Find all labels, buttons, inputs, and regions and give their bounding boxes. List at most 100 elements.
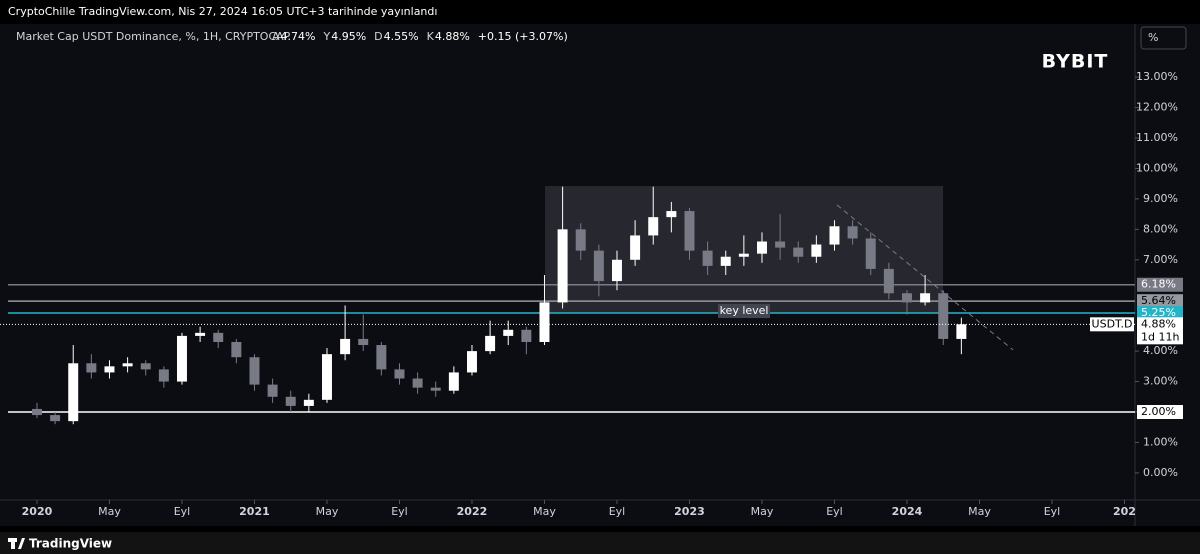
tv-logo <box>8 538 25 549</box>
legend-change: +0.15 (+3.07%) <box>478 30 568 43</box>
candle-body <box>702 250 713 266</box>
published-note: CryptoChille TradingView.com, Nis 27, 20… <box>8 5 437 18</box>
candle-body <box>122 363 133 367</box>
level-annotation: key level <box>720 304 769 317</box>
footer-brand: TradingView <box>29 537 112 551</box>
candle-body <box>267 384 278 397</box>
candle-body <box>811 244 822 257</box>
level-label: 5.25% <box>1141 306 1176 319</box>
candle-body <box>503 329 514 336</box>
x-tick-label: May <box>751 505 774 518</box>
x-tick-label: 2021 <box>239 505 270 518</box>
candle-body <box>902 293 912 303</box>
candle-body <box>448 372 459 391</box>
level-label-box <box>1137 405 1183 420</box>
candle-body <box>86 363 97 373</box>
x-tick-label: 2024 <box>892 505 923 518</box>
candle-body <box>938 293 949 339</box>
candle-body <box>231 341 242 358</box>
legend-key: Y <box>322 30 330 43</box>
y-tick-label: 3.00% <box>1143 375 1178 388</box>
y-tick-label: 10.00% <box>1136 161 1178 174</box>
x-tick-label: Eyl <box>1044 505 1061 518</box>
legend-value: 4.74% <box>281 30 316 43</box>
legend-key: D <box>374 30 382 43</box>
candle-body <box>195 332 206 336</box>
x-tick-label: Eyl <box>826 505 843 518</box>
candle-body <box>793 247 804 257</box>
x-tick-label: May <box>98 505 121 518</box>
x-tick-label: May <box>533 505 556 518</box>
y-tick-label: 11.00% <box>1136 131 1178 144</box>
candle-body <box>412 378 423 388</box>
legend-key: A <box>272 30 280 43</box>
candle-body <box>539 302 550 342</box>
candle-body <box>684 211 695 251</box>
candle-body <box>158 369 169 382</box>
annotation-box <box>718 304 771 319</box>
x-tick-label: Eyl <box>609 505 626 518</box>
candle-body <box>430 387 441 391</box>
candle-body <box>666 211 677 218</box>
x-tick-label: 2020 <box>22 505 53 518</box>
x-tick-label: 202 <box>1113 505 1136 518</box>
candle-body <box>31 408 42 416</box>
candle-body <box>557 229 568 303</box>
level-label-box <box>1137 277 1183 292</box>
candle-body <box>394 369 405 379</box>
x-tick-label: Eyl <box>391 505 408 518</box>
candle-body <box>865 238 876 269</box>
candle-body <box>140 363 151 370</box>
legend-value: 4.95% <box>331 30 366 43</box>
level-label: 6.18% <box>1141 278 1176 291</box>
candle-body <box>956 324 967 339</box>
y-tick-label: 1.00% <box>1143 435 1178 448</box>
candle-body <box>466 351 477 373</box>
candle-body <box>303 399 314 406</box>
legend-value: 4.55% <box>384 30 419 43</box>
last-price-label: 4.88% <box>1141 317 1176 330</box>
candle-body <box>648 217 659 236</box>
y-tick-label: 4.00% <box>1143 344 1178 357</box>
x-tick-label: 2022 <box>457 505 488 518</box>
scale-button-label[interactable]: % <box>1148 31 1158 44</box>
last-price-box <box>1137 317 1183 345</box>
candle-body <box>611 259 622 282</box>
candle-body <box>829 226 840 245</box>
legend-value: 4.88% <box>435 30 470 43</box>
y-tick-label: 13.00% <box>1136 70 1178 83</box>
y-tick-label: 7.00% <box>1143 253 1178 266</box>
y-tick-label: 8.00% <box>1143 222 1178 235</box>
candle-body <box>883 268 894 294</box>
candle-body <box>249 357 260 385</box>
y-tick-label: 12.00% <box>1136 101 1178 114</box>
level-label: 2.00% <box>1141 405 1176 418</box>
candle-body <box>104 366 115 373</box>
symbol-tag: USDT.D <box>1092 317 1133 330</box>
candle-body <box>213 332 224 342</box>
logo: BYBIT <box>1042 51 1109 73</box>
y-tick-label: 9.00% <box>1143 192 1178 205</box>
countdown: 1d 11h <box>1141 330 1179 343</box>
candle-body <box>738 253 749 257</box>
candle-body <box>521 329 532 342</box>
legend-key: K <box>427 30 435 43</box>
x-tick-label: May <box>968 505 991 518</box>
candle-body <box>50 415 61 422</box>
candle-body <box>176 335 187 382</box>
x-tick-label: 2023 <box>674 505 705 518</box>
candle-body <box>575 229 586 251</box>
candle-body <box>593 250 604 282</box>
candle-body <box>920 293 931 303</box>
scale-button[interactable] <box>1140 26 1187 50</box>
candle-body <box>756 241 767 254</box>
x-tick-label: May <box>316 505 339 518</box>
candle-body <box>358 338 369 346</box>
candle-body <box>340 338 351 355</box>
candle-body <box>485 335 496 352</box>
x-tick-label: Eyl <box>174 505 191 518</box>
candle-body <box>68 363 79 422</box>
trendline <box>836 204 1014 351</box>
